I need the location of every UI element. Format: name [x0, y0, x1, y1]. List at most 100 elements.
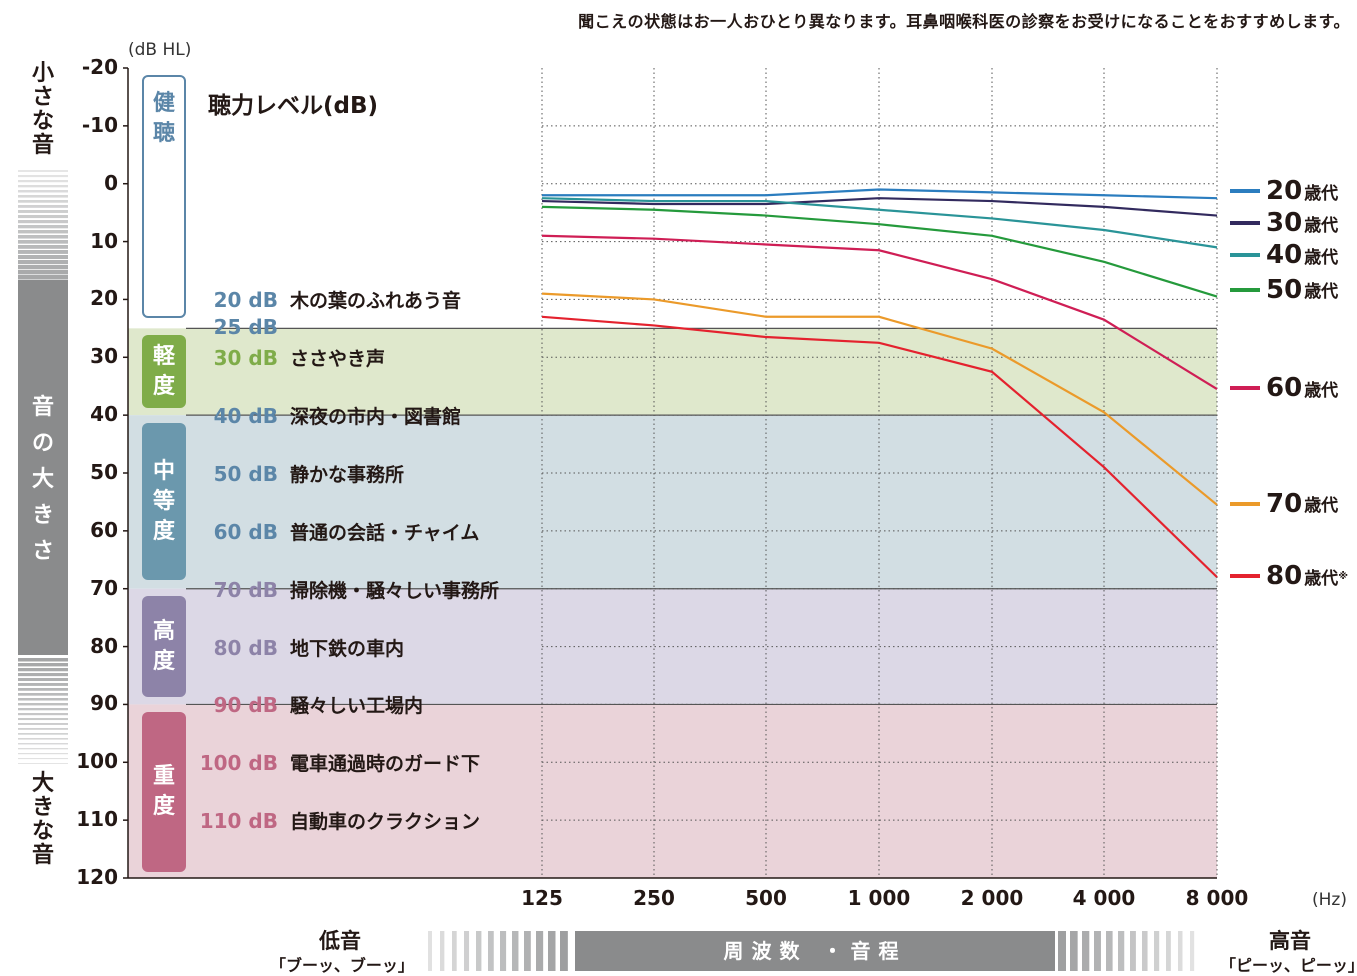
loudness-stripe-top — [18, 190, 68, 193]
reference-description: 普通の会話・チャイム — [290, 521, 480, 544]
reference-sound: 60 dB 普通の会話・チャイム — [198, 518, 480, 545]
loudness-stripe-bottom — [18, 763, 68, 764]
legend-suffix: 歳代 — [1304, 496, 1339, 517]
reference-db: 50 dB — [213, 462, 278, 486]
freq-stripe-right — [1166, 931, 1171, 971]
legend-swatch — [1230, 574, 1260, 579]
chart-title: 聴力レベル(dB) — [208, 93, 379, 119]
x-tick-label: 250 — [633, 886, 675, 910]
high-pitch-label: 高音 — [1269, 929, 1311, 953]
freq-stripe-left — [464, 931, 470, 971]
band-1 — [128, 328, 1217, 416]
y-tick-label: 0 — [104, 170, 118, 195]
y-tick-label: -10 — [81, 112, 118, 137]
freq-stripe-right — [1190, 931, 1195, 971]
loudness-stripe-top — [18, 265, 68, 270]
freq-stripe-left — [428, 931, 432, 971]
loudness-stripe-top — [18, 170, 68, 172]
freq-stripe-right — [1142, 931, 1148, 971]
legend-item: 60 歳代 — [1230, 373, 1338, 403]
loudness-stripe-bottom — [18, 753, 68, 755]
y-axis-unit: (dB HL) — [128, 40, 192, 60]
reference-db: 60 dB — [213, 519, 278, 544]
low-pitch-label: 低音 — [319, 929, 361, 953]
loudness-stripe-top — [18, 225, 68, 229]
level-badge: 軽 度 — [142, 335, 186, 408]
y-tick-label: 70 — [90, 575, 118, 600]
loudness-stripe-bottom — [18, 663, 68, 667]
reference-db: 90 dB — [213, 693, 278, 718]
freq-stripe-right — [1118, 931, 1125, 971]
y-tick-label: 20 — [90, 286, 118, 311]
reference-sound: 40 dB 深夜の市内・図書館 — [198, 402, 461, 429]
y-tick-label: 120 — [76, 865, 118, 889]
legend-swatch — [1230, 189, 1260, 194]
freq-stripe-left — [512, 931, 519, 971]
level-badge: 健 聴 — [142, 75, 186, 318]
reference-sound: 100 dB 電車通過時のガード下 — [198, 749, 480, 776]
loudness-stripe-top — [18, 235, 68, 239]
legend-item: 30 歳代 — [1230, 208, 1338, 238]
loudness-stripe-bottom — [18, 718, 68, 721]
series-20-line — [542, 188, 1218, 200]
reference-sound: 90 dB 騒々しい工場内 — [198, 691, 423, 718]
loudness-axis-label: 音の大きさ — [31, 395, 54, 564]
loudness-stripe-top — [18, 275, 68, 280]
loudness-stripe-bottom — [18, 738, 68, 740]
reference-db: 100 dB — [199, 751, 278, 776]
legend-item: 50 歳代 — [1230, 275, 1338, 305]
y-tick-label: 30 — [90, 344, 118, 369]
reference-sound: 110 dB 自動車のクラクション — [198, 807, 480, 834]
series-50-line — [541, 205, 1218, 298]
band-2 — [128, 415, 1217, 589]
x-tick-label: 4 000 — [1072, 886, 1136, 910]
freq-stripe-left — [452, 931, 457, 971]
y-tick-label: 50 — [90, 460, 118, 484]
loudness-stripe-bottom — [18, 728, 68, 730]
reference-description: ささやき声 — [290, 348, 386, 371]
band-4 — [128, 704, 1217, 878]
loudness-stripe-bottom — [18, 708, 68, 711]
loudness-stripe-top — [18, 200, 68, 203]
disclaimer-note: 聞こえの状態はお一人おひとり異なります。耳鼻咽喉科医の診察をお受けになることをお… — [578, 12, 1350, 31]
loudness-stripe-top — [18, 215, 68, 219]
freq-stripe-right — [1178, 931, 1183, 971]
loudness-stripe-bottom — [18, 723, 68, 725]
series-40-line — [541, 197, 1218, 249]
legend-suffix: 歳代 — [1304, 247, 1339, 268]
y-tick-label: 100 — [76, 749, 118, 774]
legend-label: 60 — [1266, 373, 1303, 404]
legend-swatch — [1230, 221, 1260, 226]
loudness-bar — [18, 280, 68, 655]
freq-stripe-left — [536, 931, 544, 971]
y-tick-label: 10 — [90, 228, 118, 253]
loudness-stripe-top — [18, 250, 68, 254]
loudness-stripe-top — [18, 270, 68, 275]
loudness-stripe-top — [18, 230, 68, 234]
y-tick-label: 60 — [90, 517, 118, 542]
freq-stripe-right — [1094, 931, 1101, 971]
loudness-stripe-top — [18, 240, 68, 244]
loudness-stripe-bottom — [18, 683, 68, 686]
loudness-stripe-top — [18, 220, 68, 224]
reference-description: 騒々しい工場内 — [290, 695, 424, 718]
reference-description: 掃除機・騒々しい事務所 — [290, 579, 500, 602]
legend-label: 20 — [1266, 176, 1303, 207]
reference-sound: 80 dB 地下鉄の車内 — [198, 634, 404, 661]
reference-sound: 30 dB ささやき声 — [198, 344, 385, 371]
series-30-line — [541, 197, 1218, 217]
freq-stripe-left — [560, 931, 568, 971]
x-tick-label: 125 — [521, 886, 563, 910]
legend-swatch — [1230, 501, 1260, 506]
loudness-stripe-top — [18, 195, 68, 198]
loudness-stripe-top — [18, 245, 68, 249]
freq-stripe-right — [1106, 931, 1113, 971]
loudness-stripe-top — [18, 210, 68, 213]
legend-suffix: 歳代 — [1304, 568, 1339, 589]
reference-db: 70 dB — [213, 577, 278, 602]
legend-label: 80 — [1266, 561, 1303, 592]
loudness-stripe-bottom — [18, 703, 68, 706]
legend-suffix: 歳代 — [1304, 380, 1339, 401]
level-badge: 重 度 — [142, 712, 186, 872]
loudness-stripe-bottom — [18, 698, 68, 701]
